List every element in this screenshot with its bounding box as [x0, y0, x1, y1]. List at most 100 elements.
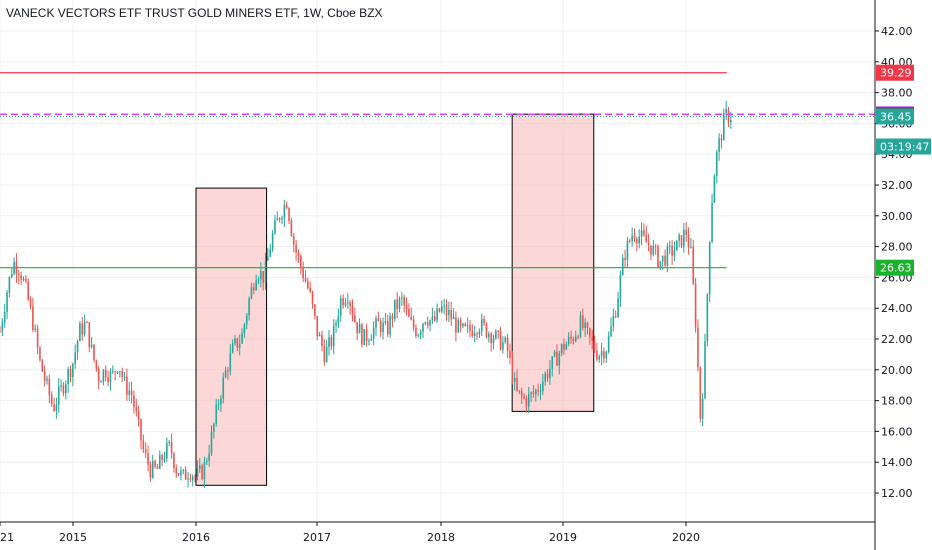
candle-body [448, 309, 450, 316]
candle-body [356, 321, 358, 334]
candle-body [520, 390, 523, 397]
candle-body [100, 381, 102, 383]
candle-body [220, 398, 222, 405]
candle-body [495, 330, 497, 339]
candle-body [431, 316, 434, 321]
candle-body [281, 218, 283, 220]
candle-body [351, 306, 354, 316]
candle-body [90, 344, 93, 348]
candle-body [433, 316, 436, 321]
candle-body [706, 294, 709, 342]
y-tick-label: 28.00 [881, 241, 913, 254]
candle-body [518, 390, 521, 392]
candle-body [687, 234, 690, 248]
candle-body [224, 370, 227, 378]
candle-body [86, 322, 88, 324]
candle-body [516, 377, 518, 391]
candle-body [429, 320, 431, 326]
x-tick-label: 2019 [549, 531, 577, 544]
candle-body [469, 324, 471, 332]
candle-body [83, 322, 86, 335]
candle-body [288, 208, 290, 222]
candle-body [398, 298, 401, 309]
candle-body [238, 343, 241, 348]
candle-body [565, 343, 568, 350]
candle-body [271, 233, 274, 250]
candle-body [718, 138, 720, 152]
candle-body [657, 246, 659, 268]
y-tick-label: 32.00 [881, 179, 913, 192]
candle-body [121, 371, 123, 378]
candle-body [535, 390, 537, 394]
candle-body [647, 242, 650, 246]
candle-body [466, 324, 469, 326]
candle-body [506, 337, 509, 351]
candle-body [593, 340, 596, 351]
candle-body [391, 315, 394, 319]
candle-body [93, 344, 95, 361]
candle-body [57, 386, 60, 405]
candle-body [525, 398, 528, 407]
candle-body [631, 235, 633, 242]
candle-body [640, 230, 643, 237]
candle-body [339, 298, 342, 316]
candle-body [490, 333, 492, 344]
candle-body [464, 323, 467, 326]
candle-body [612, 316, 615, 327]
candle-body [243, 324, 246, 334]
candle-body [128, 390, 131, 395]
candle-body [415, 327, 417, 337]
candle-body [659, 261, 662, 268]
candle-body [69, 368, 72, 378]
candle-body [269, 249, 272, 257]
candle-body [354, 315, 356, 322]
candle-body [347, 302, 349, 304]
candle-body [180, 470, 182, 476]
candle-body [471, 331, 474, 337]
candle-body [22, 279, 25, 281]
candle-body [636, 238, 638, 244]
candle-body [643, 230, 645, 235]
candle-body [445, 305, 448, 316]
candle-body [53, 404, 55, 411]
candle-body [34, 328, 37, 331]
candle-body [457, 319, 460, 333]
candle-body [95, 360, 98, 369]
candle-body [217, 404, 220, 406]
candle-body [297, 252, 300, 257]
candle-body [626, 240, 629, 261]
candle-body [560, 344, 563, 354]
candle-body [248, 298, 250, 316]
candle-body [175, 468, 178, 474]
box-2016[interactable] [195, 187, 268, 486]
candle-body [450, 309, 452, 320]
candle-body [549, 368, 551, 379]
candle-body [361, 324, 363, 345]
candle-body [417, 334, 420, 337]
candle-body [25, 279, 27, 282]
candle-body [614, 316, 617, 318]
candle-body [198, 465, 201, 470]
candle-body [208, 453, 210, 461]
candle-body [3, 311, 6, 323]
candle-body [46, 378, 48, 381]
candle-body [1, 322, 4, 332]
candle-body [191, 476, 194, 480]
candle-body [537, 390, 539, 392]
candle-body [194, 476, 196, 478]
candle-body [365, 329, 368, 341]
candle-body [13, 261, 15, 274]
candle-body [605, 351, 608, 359]
candle-body [596, 350, 598, 360]
candle-body [133, 395, 135, 408]
chart-title: VANECK VECTORS ETF TRUST GOLD MINERS ETF… [6, 6, 383, 20]
candle-body [245, 315, 248, 325]
candle-body [250, 287, 253, 299]
candle-body [18, 274, 20, 276]
candle-body [509, 350, 511, 358]
candle-body [570, 336, 572, 339]
candle-body [478, 331, 481, 335]
candle-body [497, 330, 499, 332]
